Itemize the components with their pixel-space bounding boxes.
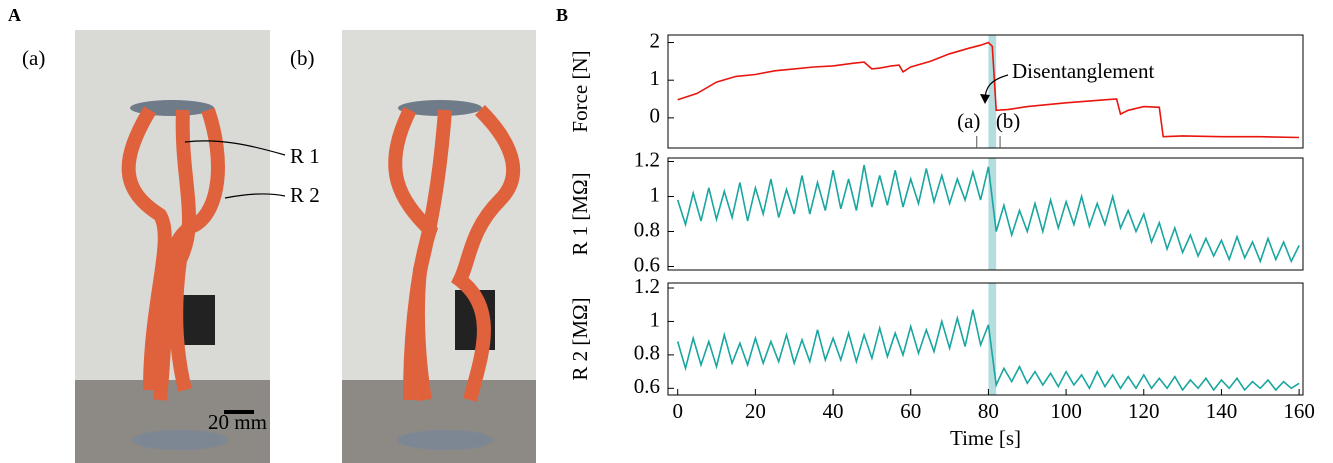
panel-label: A bbox=[8, 5, 21, 25]
y-tick-label: 1 bbox=[650, 307, 661, 331]
y-tick-label: 0 bbox=[650, 104, 661, 128]
data-line bbox=[677, 41, 1300, 139]
data-line bbox=[676, 309, 1300, 392]
x-tick-label: 20 bbox=[745, 399, 766, 423]
panel-label: B bbox=[556, 5, 568, 25]
photo-label: R 2 bbox=[290, 183, 320, 207]
y-tick-label: 0.6 bbox=[634, 252, 660, 276]
shaded-span bbox=[988, 158, 997, 270]
shaded-span bbox=[988, 283, 997, 395]
y-tick-label: 1 bbox=[650, 66, 661, 90]
x-tick-label: 100 bbox=[1050, 399, 1082, 423]
y-tick-label: 0.8 bbox=[634, 341, 660, 365]
photo-label: (b) bbox=[290, 46, 315, 70]
y-tick-label: 0.6 bbox=[634, 374, 660, 398]
y-tick-label: 2 bbox=[650, 28, 661, 52]
plot-frame bbox=[667, 34, 1304, 149]
y-tick-label: 0.8 bbox=[634, 217, 660, 241]
x-tick-label: 40 bbox=[823, 399, 844, 423]
y-axis-label: R 2 [MΩ] bbox=[568, 297, 592, 380]
x-axis-label: Time [s] bbox=[950, 426, 1021, 450]
x-tick-label: 60 bbox=[900, 399, 921, 423]
y-axis-label: Force [N] bbox=[568, 50, 592, 132]
y-axis-label: R 1 [MΩ] bbox=[568, 172, 592, 255]
x-tick-label: 0 bbox=[672, 399, 683, 423]
y-tick-label: 1 bbox=[650, 182, 661, 206]
shaded-span bbox=[988, 35, 997, 148]
y-tick-label: 1.2 bbox=[634, 147, 660, 171]
x-tick-label: 140 bbox=[1206, 399, 1238, 423]
photo-a bbox=[75, 30, 270, 463]
plot-frame bbox=[667, 157, 1304, 271]
annotation: Disentanglement bbox=[1012, 59, 1154, 83]
annotation-arrowhead bbox=[980, 94, 990, 104]
photo-label: (a) bbox=[22, 46, 45, 70]
data-line bbox=[676, 164, 1300, 264]
x-tick-label: 80 bbox=[978, 399, 999, 423]
marker-label: (b) bbox=[996, 109, 1021, 133]
y-tick-label: 1.2 bbox=[634, 274, 660, 298]
x-tick-label: 160 bbox=[1283, 399, 1315, 423]
marker-label: (a) bbox=[957, 109, 980, 133]
x-tick-label: 120 bbox=[1128, 399, 1160, 423]
photo-b bbox=[342, 30, 536, 463]
pointer bbox=[184, 140, 286, 156]
scale-label: 20 mm bbox=[208, 410, 267, 434]
plot-frame bbox=[667, 282, 1304, 396]
photo-label: R 1 bbox=[290, 144, 320, 168]
pointer bbox=[224, 193, 286, 199]
